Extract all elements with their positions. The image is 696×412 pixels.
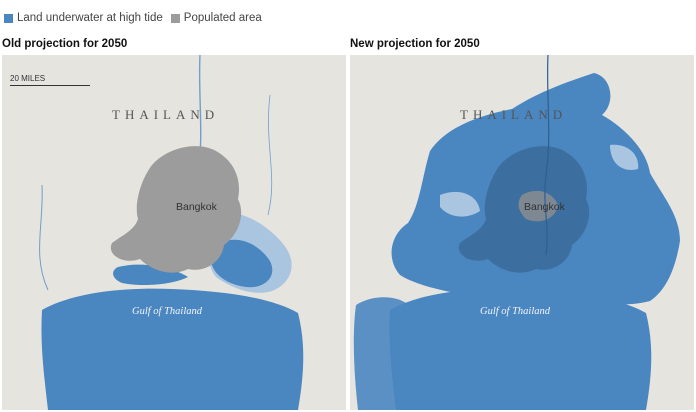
country-label-old: THAILAND [112, 107, 220, 122]
legend-item-populated: Populated area [170, 12, 262, 24]
map-old-projection: 20 MILES THAILAND Bangkok Gulf of Thaila… [2, 55, 346, 410]
legend-label-populated: Populated area [183, 12, 262, 24]
gulf-water [41, 288, 304, 410]
scale-bar: 20 MILES [10, 74, 90, 86]
flood-patch-light-east [610, 144, 639, 170]
populated-area-center [518, 190, 558, 222]
country-label-new: THAILAND [460, 107, 568, 122]
flood-zone-east [209, 239, 273, 288]
panel-title-old: Old projection for 2050 [2, 38, 128, 50]
legend-item-underwater: Land underwater at high tide [4, 12, 163, 24]
scale-label: 20 MILES [10, 74, 46, 83]
legend-label-underwater: Land underwater at high tide [17, 12, 163, 24]
map-new-projection: THAILAND Bangkok Gulf of Thailand [350, 55, 694, 410]
legend-swatch-underwater [4, 13, 13, 23]
river-east [267, 94, 273, 216]
gulf-water [389, 288, 652, 410]
city-label-old: Bangkok [176, 201, 217, 213]
flood-patch-light [440, 191, 480, 217]
scale-line [10, 85, 90, 86]
panel-old-projection: Old projection for 2050 20 MILES THAILAN… [2, 38, 346, 410]
map-legend: Land underwater at high tide Populated a… [4, 10, 270, 26]
sea-label-new: Gulf of Thailand [480, 306, 551, 317]
map-graphic-new [350, 55, 694, 410]
panel-title-new: New projection for 2050 [350, 38, 480, 50]
map-graphic-old [2, 55, 346, 410]
populated-area-bangkok [110, 146, 242, 273]
river [544, 55, 550, 256]
river-west [39, 184, 49, 291]
city-label-new: Bangkok [524, 201, 565, 213]
sea-label-old: Gulf of Thailand [132, 306, 203, 317]
panel-new-projection: New projection for 2050 THAILAND Bangkok… [350, 38, 694, 410]
legend-swatch-populated [170, 13, 180, 23]
